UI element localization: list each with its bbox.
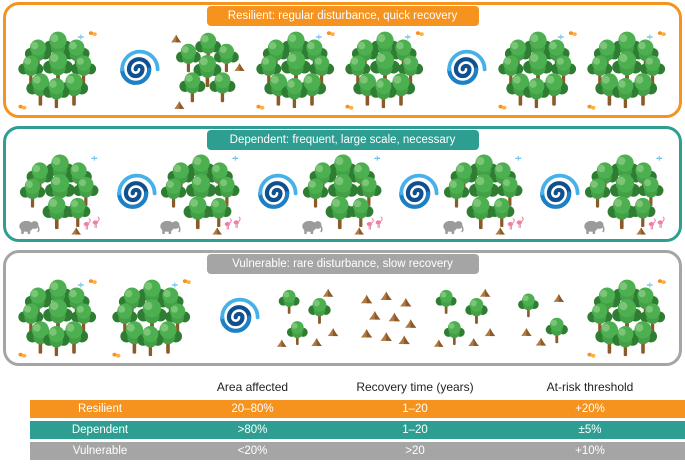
panel-resilient-title: Resilient: regular disturbance, quick re… bbox=[227, 10, 458, 22]
resilient-threshold-cell: +20% bbox=[575, 403, 605, 415]
panel-vulnerable-illustration-row bbox=[6, 274, 679, 363]
forest-icon bbox=[112, 278, 192, 358]
dependent-label-cell: Dependent bbox=[71, 424, 129, 436]
forest-fauna-icon bbox=[18, 154, 100, 235]
cyclone-icon bbox=[245, 168, 299, 222]
header-at-risk-threshold: At-risk threshold bbox=[546, 380, 634, 394]
panel-resilient: Resilient: regular disturbance, quick re… bbox=[3, 2, 682, 118]
table-row-vulnerable: Vulnerable <20% >20 +10% bbox=[30, 442, 685, 460]
forest-icon bbox=[587, 30, 666, 110]
resilient-label-cell: Resilient bbox=[77, 403, 123, 415]
vulnerable-label-cell: Vulnerable bbox=[72, 445, 128, 457]
panel-resilient-illustration-row bbox=[6, 26, 679, 115]
panel-dependent-illustration-row bbox=[6, 150, 679, 239]
saplings-icon bbox=[433, 288, 496, 347]
mounds-icon bbox=[360, 291, 417, 344]
header-recovery-time: Recovery time (years) bbox=[356, 380, 474, 394]
cyclone-icon bbox=[386, 168, 440, 222]
forest-fauna-icon bbox=[159, 154, 241, 235]
vulnerable-recovery-cell: >20 bbox=[405, 445, 425, 457]
forest-fauna-icon bbox=[583, 154, 665, 235]
resilient-area-cell: 20–80% bbox=[231, 403, 274, 415]
cyclone-icon bbox=[104, 168, 158, 222]
forest-fauna-icon bbox=[442, 154, 524, 235]
saplings-icon bbox=[277, 288, 339, 347]
panel-dependent-title: Dependent: frequent, large scale, necess… bbox=[229, 134, 456, 146]
cyclone-icon bbox=[107, 44, 161, 98]
dependent-recovery-cell: 1–20 bbox=[402, 424, 428, 436]
panel-dependent: Dependent: frequent, large scale, necess… bbox=[3, 126, 682, 242]
forest-icon bbox=[256, 30, 335, 110]
panel-vulnerable: Vulnerable: rare disturbance, slow recov… bbox=[3, 250, 682, 366]
forest-icon bbox=[18, 30, 97, 110]
header-area-affected: Area affected bbox=[216, 380, 289, 394]
panel-resilient-title-banner: Resilient: regular disturbance, quick re… bbox=[206, 6, 479, 27]
sparse-trees-icon bbox=[517, 293, 568, 346]
forest-fauna-icon bbox=[301, 154, 383, 235]
forest-icon bbox=[587, 278, 666, 358]
forest-icon bbox=[498, 30, 577, 110]
forest-regrow-icon bbox=[170, 32, 245, 109]
table-header-row: Area affected Recovery time (years) At-r… bbox=[30, 378, 685, 396]
panel-vulnerable-title-banner: Vulnerable: rare disturbance, slow recov… bbox=[206, 254, 479, 275]
forest-icon bbox=[345, 30, 424, 110]
resilient-recovery-cell: 1–20 bbox=[402, 403, 428, 415]
vulnerable-threshold-cell: +10% bbox=[575, 445, 605, 457]
table-row-dependent: Dependent >80% 1–20 ±5% bbox=[30, 421, 685, 439]
dependent-area-cell: >80% bbox=[237, 424, 268, 436]
cyclone-icon bbox=[527, 168, 581, 222]
table-row-resilient: Resilient 20–80% 1–20 +20% bbox=[30, 400, 685, 418]
cyclone-icon bbox=[207, 292, 261, 346]
forest-icon bbox=[18, 278, 97, 358]
dependent-threshold-cell: ±5% bbox=[578, 424, 602, 436]
vulnerable-area-cell: <20% bbox=[237, 445, 268, 457]
cyclone-icon bbox=[434, 44, 488, 98]
panel-dependent-title-banner: Dependent: frequent, large scale, necess… bbox=[206, 130, 479, 151]
panel-vulnerable-title: Vulnerable: rare disturbance, slow recov… bbox=[232, 258, 453, 270]
summary-table: Area affected Recovery time (years) At-r… bbox=[30, 378, 685, 460]
